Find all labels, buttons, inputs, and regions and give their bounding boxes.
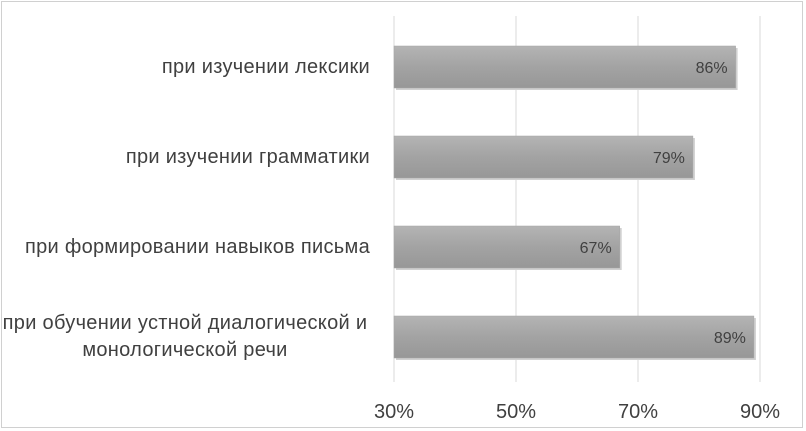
value-label: 89% <box>714 330 746 347</box>
value-label: 67% <box>580 240 612 257</box>
x-tick-label: 90% <box>740 401 780 423</box>
y-tick-label: при изучении лексики <box>0 22 370 112</box>
x-tick-label: 70% <box>618 401 658 423</box>
bar <box>393 225 620 269</box>
x-tick-label: 50% <box>496 401 536 423</box>
y-tick-label: при изучении грамматики <box>0 112 370 202</box>
bar <box>393 45 736 89</box>
category-text: при изучении грамматики <box>125 145 370 168</box>
value-label: 86% <box>696 60 728 77</box>
category-text: при изучении лексики <box>161 55 370 78</box>
y-tick-label: при обучении устной диалогической и моно… <box>0 292 370 382</box>
value-label: 79% <box>653 150 685 167</box>
category-text: при формировании навыков письма <box>24 235 370 258</box>
y-tick-label: при формировании навыков письма <box>0 202 370 292</box>
x-tick-label: 30% <box>374 401 414 423</box>
bar <box>393 315 755 359</box>
category-text: при обучении устной диалогической и моно… <box>2 312 368 361</box>
bar <box>393 135 694 179</box>
